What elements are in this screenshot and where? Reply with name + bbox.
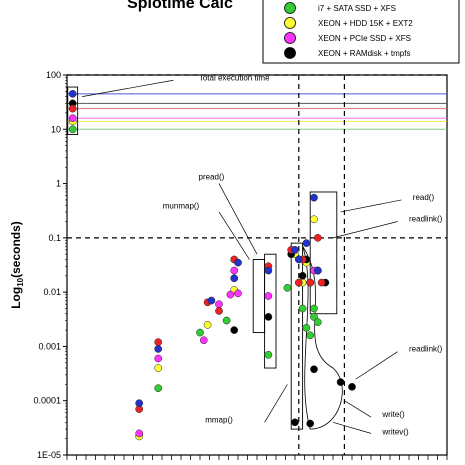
data-point [283, 283, 292, 292]
data-point [264, 313, 273, 321]
data-point [302, 323, 311, 332]
data-point [68, 114, 77, 123]
data-point [313, 318, 322, 327]
data-point [313, 234, 322, 242]
data-point [310, 365, 318, 374]
y-tick-label: 100 [46, 70, 61, 80]
data-point [154, 364, 163, 372]
data-point [313, 266, 322, 275]
data-point [294, 255, 303, 264]
data-point [68, 125, 77, 134]
legend-label: XEON + PCIe SSD + XFS [318, 34, 411, 43]
legend-label: XEON + HDD 15K + EXT2 [318, 19, 413, 28]
y-tick-label: 0.01 [43, 287, 61, 297]
annotation-label: readlink() [409, 215, 443, 224]
data-point [154, 384, 163, 393]
data-point [135, 429, 144, 438]
data-point [196, 328, 204, 337]
y-tick-label: 0.001 [38, 341, 61, 351]
data-point [310, 193, 318, 202]
chart-title: Splotime Calc [127, 0, 233, 12]
data-point [68, 89, 77, 98]
data-point [310, 313, 318, 321]
annotation-arrow [332, 421, 372, 434]
annotation-label: Total execution time [199, 73, 270, 82]
legend-label: XEON + RAMdisk + tmpfs [318, 49, 410, 58]
data-point [298, 304, 307, 313]
data-point [302, 239, 311, 247]
y-tick-label: 0.1 [48, 233, 61, 243]
annotation-label: mmap() [205, 415, 233, 424]
data-point [154, 354, 163, 363]
data-point [306, 331, 315, 340]
data-point [230, 326, 239, 334]
legend-marker [284, 32, 296, 44]
data-point [310, 304, 318, 313]
annotation-arrow [340, 199, 402, 213]
annotation-label: pread() [199, 172, 225, 181]
data-point [291, 418, 299, 427]
annotation-label: munmap() [163, 201, 200, 210]
data-point [207, 296, 216, 305]
data-point [215, 307, 223, 315]
data-point [317, 278, 326, 287]
box-total-time [67, 86, 79, 135]
y-tick-label: 1E-05 [37, 450, 61, 460]
annotation-arrow [344, 400, 372, 418]
legend-marker [284, 47, 296, 59]
y-axis-label: Log10(seconds) [9, 221, 25, 309]
data-point [234, 258, 242, 267]
data-point [306, 278, 315, 287]
annotation-label: read() [413, 193, 435, 202]
annotation-arrow [218, 183, 258, 255]
data-point [154, 345, 163, 353]
annotation-arrow [82, 79, 174, 97]
box-munmap [252, 259, 266, 334]
y-tick-label: 10 [51, 124, 61, 134]
annotation-arrow [218, 211, 250, 260]
box-mmap [290, 242, 304, 430]
annotation-arrow [332, 221, 398, 239]
data-point [336, 378, 345, 386]
annotation-label: readlink() [409, 345, 443, 354]
data-point [226, 290, 235, 299]
data-point [310, 215, 318, 224]
y-tick-label: 1 [56, 179, 61, 189]
box-pread [264, 253, 277, 369]
annotation-label: writev() [381, 427, 409, 436]
data-point [154, 338, 163, 346]
data-point [215, 300, 223, 309]
annotation-label: write() [381, 410, 405, 419]
data-point [291, 246, 299, 254]
data-point [234, 289, 242, 298]
legend: i7 + SATA SSD + XFS XEON + HDD 15K + EXT2… [262, 0, 460, 64]
data-point [135, 399, 144, 408]
data-point [264, 266, 273, 275]
data-point [68, 104, 77, 113]
y-tick-label: 0.0001 [33, 396, 61, 406]
legend-marker [284, 17, 296, 29]
data-point [306, 419, 315, 428]
data-point [298, 271, 307, 280]
data-point [199, 336, 208, 345]
legend-label: i7 + SATA SSD + XFS [318, 4, 396, 13]
data-point [264, 350, 273, 359]
data-point [294, 278, 303, 287]
data-point [230, 266, 239, 275]
annotation-arrow [355, 351, 398, 380]
legend-marker [284, 2, 296, 14]
plot-area [66, 74, 448, 456]
data-point [203, 320, 212, 329]
box-read [309, 191, 338, 315]
data-point [230, 274, 239, 283]
annotation-arrow [264, 384, 288, 423]
data-point [348, 383, 356, 391]
data-point [264, 292, 273, 300]
data-point [222, 316, 231, 325]
